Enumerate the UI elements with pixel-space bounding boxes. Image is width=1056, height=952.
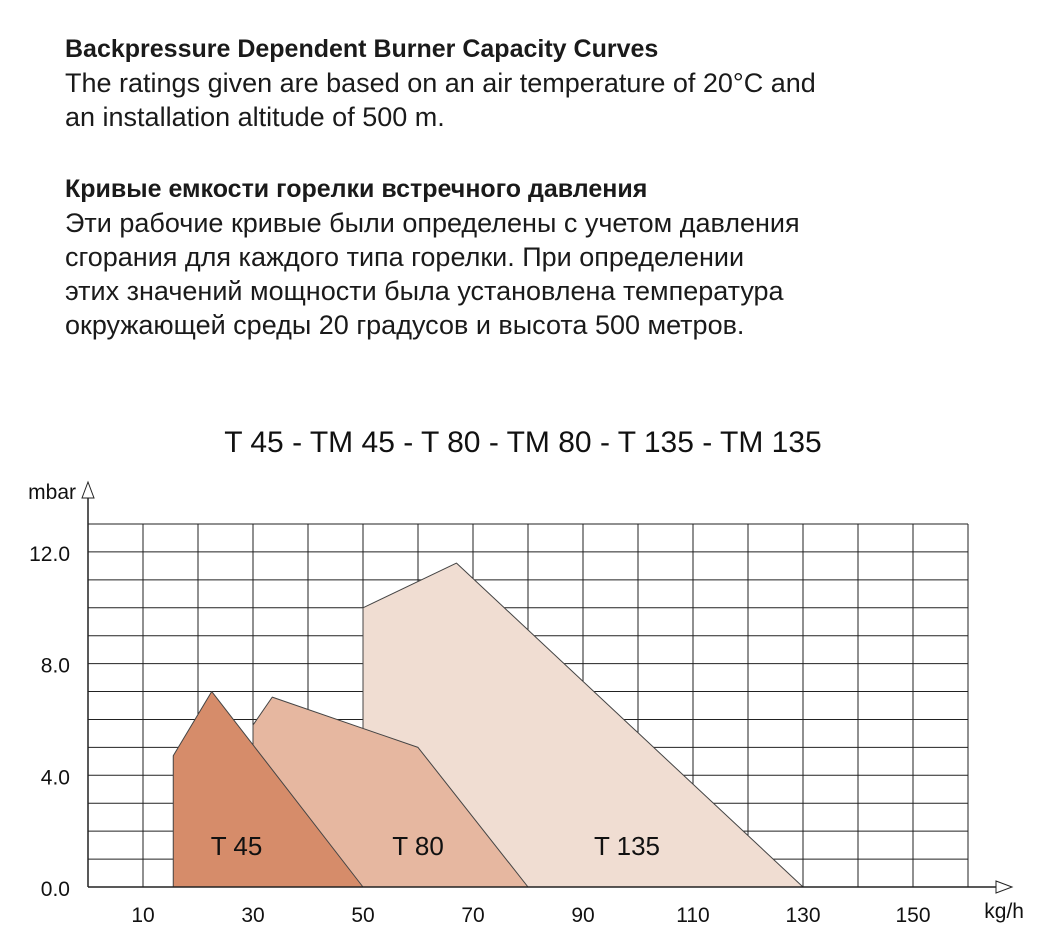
series-label-t-45: T 45 bbox=[211, 831, 263, 861]
series-label-t-135: T 135 bbox=[594, 831, 660, 861]
y-tick-label: 12.0 bbox=[29, 543, 70, 566]
y-tick-label: 8.0 bbox=[41, 655, 70, 678]
x-tick-label: 50 bbox=[351, 904, 374, 927]
x-axis-label: kg/h bbox=[984, 900, 1024, 923]
intro-english: Backpressure Dependent Burner Capacity C… bbox=[65, 32, 965, 134]
intro-heading-ru: Кривые емкости горелки встречного давлен… bbox=[65, 175, 648, 203]
intro-line-en-1: The ratings given are based on an air te… bbox=[65, 68, 816, 98]
x-tick-label: 110 bbox=[676, 904, 709, 927]
x-tick-label: 70 bbox=[461, 904, 484, 927]
x-tick-label: 30 bbox=[241, 904, 264, 927]
x-axis-arrow bbox=[995, 880, 1014, 894]
x-tick-label: 150 bbox=[895, 904, 930, 927]
intro-heading-en: Backpressure Dependent Burner Capacity C… bbox=[65, 35, 659, 63]
y-tick-label: 4.0 bbox=[41, 766, 70, 789]
intro-line-ru-4: окружающей среды 20 градусов и высота 50… bbox=[65, 310, 745, 340]
x-tick-label: 10 bbox=[131, 904, 154, 927]
intro-line-ru-1: Эти рабочие кривые были определены с уче… bbox=[65, 208, 800, 238]
intro-line-ru-3: этих значений мощности была установлена … bbox=[65, 276, 784, 306]
x-tick-label: 90 bbox=[571, 904, 594, 927]
intro-line-en-2: an installation altitude of 500 m. bbox=[65, 102, 445, 132]
y-tick-label: 0.0 bbox=[41, 878, 70, 901]
capacity-chart: T 45 - TM 45 - T 80 - TM 80 - T 135 - TM… bbox=[28, 426, 1024, 927]
intro-line-ru-2: сгорания для каждого типа горелки. При о… bbox=[65, 242, 745, 272]
series-label-t-80: T 80 bbox=[392, 831, 444, 861]
y-axis-label: mbar bbox=[28, 481, 76, 504]
x-tick-label: 130 bbox=[785, 904, 820, 927]
y-axis-arrow bbox=[81, 480, 95, 499]
intro-russian: Кривые емкости горелки встречного давлен… bbox=[65, 172, 965, 342]
chart-title: T 45 - TM 45 - T 80 - TM 80 - T 135 - TM… bbox=[224, 426, 821, 459]
